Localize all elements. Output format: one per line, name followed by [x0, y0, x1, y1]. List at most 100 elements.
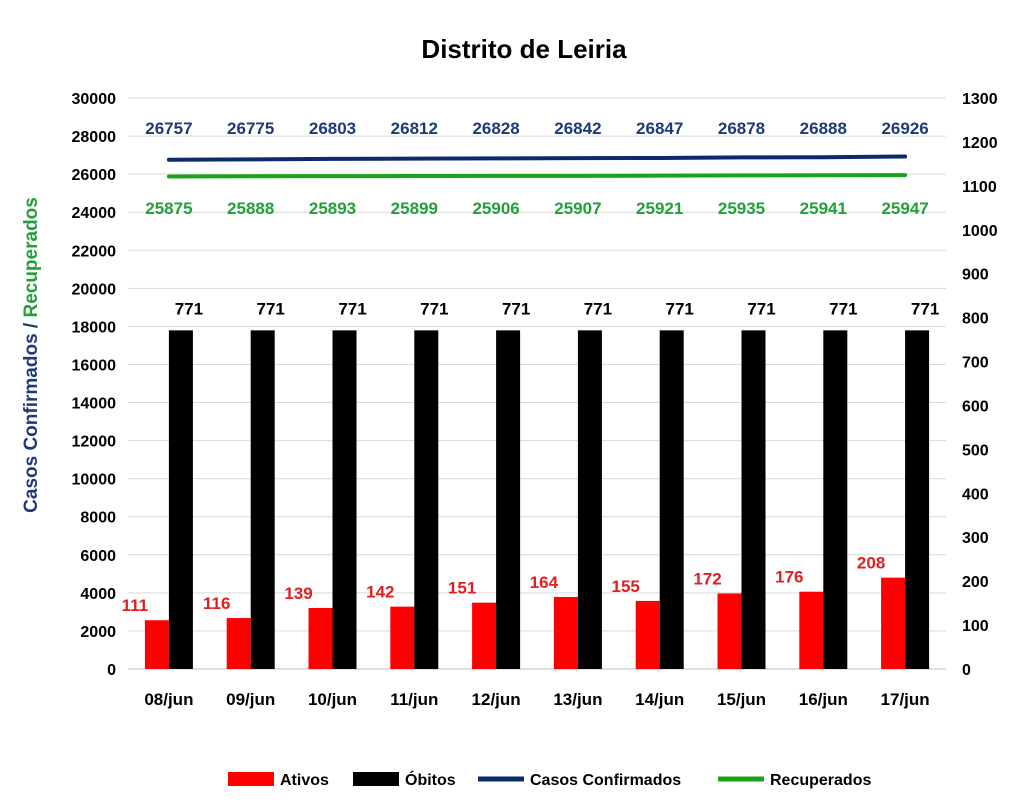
bar-óbitos — [823, 330, 848, 669]
x-tick-label: 14/jun — [635, 690, 684, 709]
legend-label-óbitos: Óbitos — [405, 770, 456, 789]
left-tick-label: 10000 — [72, 472, 117, 489]
bar-ativos — [144, 620, 169, 669]
left-tick-label: 30000 — [72, 91, 117, 108]
right-tick-label: 1200 — [962, 135, 998, 152]
left-tick-label: 4000 — [80, 586, 116, 603]
right-axis-ticks: 0 100 200 300 400 500 600 700 800 900 1000 1100 1200… — [962, 91, 998, 679]
left-axis-label-recovered: Recuperados — [21, 197, 42, 317]
x-tick-label: 17/jun — [881, 690, 930, 709]
data-label: 771 — [257, 299, 285, 318]
legend-label-recuperados: Recuperados — [770, 772, 871, 789]
left-tick-label: 14000 — [72, 396, 117, 413]
right-tick-label: 1100 — [962, 179, 997, 196]
bar-ativos — [717, 593, 742, 669]
left-tick-label: 26000 — [72, 167, 117, 184]
right-tick-label: 1300 — [962, 91, 998, 108]
right-tick-label: 400 — [962, 486, 989, 503]
data-label: 25906 — [472, 199, 519, 218]
bar-óbitos — [496, 330, 521, 669]
right-tick-label: 0 — [962, 662, 971, 679]
line-casos-confirmados — [166, 154, 908, 162]
x-tick-label: 08/jun — [144, 690, 193, 709]
data-label: 116 — [203, 594, 230, 613]
left-tick-label: 18000 — [72, 319, 117, 336]
data-label: 26775 — [227, 119, 274, 138]
bars — [144, 330, 930, 669]
right-tick-label: 700 — [962, 355, 989, 372]
bar-ativos — [226, 618, 251, 669]
bar-ativos — [472, 602, 497, 669]
data-label: 26926 — [881, 119, 928, 138]
line-recuperados — [166, 173, 908, 179]
left-tick-label: 12000 — [72, 434, 117, 451]
data-label: 155 — [612, 577, 640, 596]
bar-óbitos — [250, 330, 275, 669]
x-tick-label: 09/jun — [226, 690, 275, 709]
data-label: 771 — [175, 299, 203, 318]
bar-ativos — [881, 577, 906, 669]
left-tick-label: 22000 — [72, 243, 117, 260]
data-label: 25899 — [391, 199, 438, 218]
x-tick-label: 11/jun — [390, 690, 438, 709]
data-label: 25907 — [554, 199, 601, 218]
bar-óbitos — [741, 330, 766, 669]
left-tick-label: 24000 — [72, 205, 117, 222]
bar-óbitos — [332, 330, 357, 669]
x-tick-label: 15/jun — [717, 690, 766, 709]
data-label: 26847 — [636, 119, 683, 138]
data-label: 771 — [584, 299, 612, 318]
bar-ativos — [553, 596, 578, 669]
bar-ativos — [308, 607, 333, 669]
x-tick-label: 12/jun — [472, 690, 521, 709]
left-axis-label: Casos Confirmados / Recuperados — [21, 197, 42, 513]
data-label: 25875 — [145, 199, 192, 218]
legend-label-casos-confirmados: Casos Confirmados — [530, 772, 681, 789]
data-label: 771 — [911, 299, 939, 318]
data-label: 771 — [666, 299, 694, 318]
legend-swatch-óbitos — [353, 772, 399, 786]
bar-óbitos — [168, 330, 193, 669]
left-tick-label: 8000 — [80, 510, 116, 527]
right-tick-label: 500 — [962, 442, 989, 459]
data-label: 26812 — [391, 119, 438, 138]
x-tick-label: 10/jun — [308, 690, 357, 709]
bar-óbitos — [905, 330, 930, 669]
left-axis-label-confirmed: Casos Confirmados — [21, 333, 42, 512]
legend: Ativos Óbitos Casos Confirmados Recuperados — [228, 770, 871, 789]
data-label: 25921 — [636, 199, 683, 218]
bar-óbitos — [414, 330, 439, 669]
left-axis-ticks: 0 2000 4000 6000 8000 10000 12000 14000 16000 180… — [72, 91, 117, 679]
data-label: 26803 — [309, 119, 356, 138]
data-label: 771 — [747, 299, 775, 318]
x-axis-ticks: 08/jun 09/jun 10/jun 11/jun 12/jun 13/jun 14/j… — [144, 690, 929, 709]
data-label: 25941 — [800, 199, 847, 218]
right-tick-label: 800 — [962, 311, 989, 328]
data-label: 26888 — [800, 119, 847, 138]
data-label: 208 — [857, 554, 885, 573]
right-tick-label: 300 — [962, 530, 989, 547]
data-label: 139 — [284, 584, 312, 603]
bar-ativos — [799, 591, 824, 669]
data-label: 26828 — [472, 119, 519, 138]
bar-ativos — [635, 600, 660, 669]
legend-swatch-ativos — [228, 772, 274, 786]
data-label: 164 — [530, 573, 559, 592]
left-tick-label: 0 — [107, 662, 116, 679]
x-tick-label: 13/jun — [553, 690, 602, 709]
chart-title: Distrito de Leiria — [421, 34, 627, 64]
left-tick-label: 20000 — [72, 281, 117, 298]
data-label: 151 — [448, 579, 476, 598]
right-tick-label: 600 — [962, 398, 989, 415]
data-label: 771 — [338, 299, 366, 318]
data-label: 25935 — [718, 199, 765, 218]
left-tick-label: 28000 — [72, 129, 117, 146]
bar-óbitos — [577, 330, 602, 669]
right-tick-label: 100 — [962, 618, 989, 635]
data-label: 771 — [502, 299, 530, 318]
data-label: 25893 — [309, 199, 356, 218]
right-tick-label: 1000 — [962, 223, 998, 240]
data-label: 25947 — [881, 199, 928, 218]
